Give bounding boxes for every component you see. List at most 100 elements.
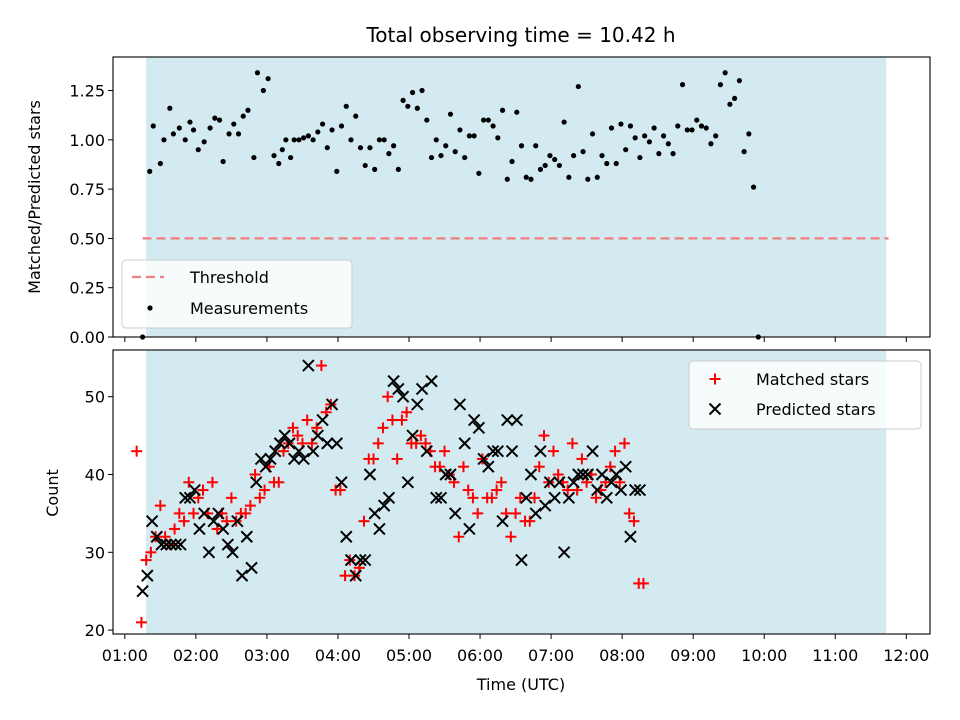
predicted-star-marker-b [505, 444, 519, 458]
predicted-star-marker-b [179, 491, 192, 505]
x-tick-label: 03:00 [244, 646, 290, 665]
predicted-star-marker [600, 491, 613, 505]
predicted-star-marker [240, 530, 254, 543]
matched-star-marker [301, 414, 313, 426]
predicted-star-marker-b [448, 507, 462, 520]
matched-star-marker [434, 461, 446, 473]
predicted-star-marker-b [486, 444, 500, 458]
measurement-point [561, 119, 567, 125]
predicted-star-marker [411, 398, 424, 411]
predicted-star-marker [226, 546, 239, 559]
predicted-star-marker [197, 507, 211, 520]
measurement-point [632, 135, 638, 141]
predicted-star-marker [439, 468, 452, 481]
measurement-point [381, 137, 387, 143]
predicted-star-marker-b [287, 452, 301, 466]
predicted-star-marker [164, 538, 178, 551]
measurement-point [391, 143, 397, 149]
measurement-point [452, 149, 458, 155]
measurement-point [170, 131, 176, 137]
predicted-star-marker [477, 452, 490, 466]
predicted-star-marker-b [586, 444, 599, 458]
matched-star-marker [420, 437, 432, 449]
predicted-star-marker-b [212, 507, 225, 520]
predicted-star-marker [231, 514, 244, 528]
measurement-point [499, 107, 506, 113]
predicted-star-marker-b [207, 514, 220, 528]
predicted-star-marker [610, 468, 623, 481]
measurement-point [594, 174, 600, 180]
predicted-star-marker [321, 437, 334, 450]
predicted-star-marker-b [619, 460, 632, 473]
predicted-star-marker [311, 429, 325, 442]
predicted-star-marker-b [581, 468, 595, 481]
measurement-point [428, 154, 435, 161]
x-tick-label: 09:00 [670, 646, 716, 665]
predicted-star-marker-b [358, 553, 372, 567]
top-axes-frame [112, 56, 931, 338]
predicted-star-marker [430, 491, 443, 505]
matched-star-marker [131, 445, 143, 457]
predicted-star-marker [387, 374, 400, 388]
matched-star-marker [173, 507, 185, 519]
predicted-star-marker-b [387, 374, 400, 388]
predicted-star-marker [624, 530, 637, 543]
predicted-star-marker-b [330, 437, 343, 450]
predicted-star-marker-b [600, 491, 613, 505]
measurement-point [476, 170, 482, 176]
bottom-y-tick-label: 20 [85, 621, 105, 640]
x-tick-label: 11:00 [812, 646, 858, 665]
measurement-point [589, 131, 596, 137]
measurement-point [329, 127, 335, 133]
predicted-star-marker [259, 460, 272, 473]
measurement-point [212, 115, 218, 121]
predicted-star-marker-b [595, 468, 609, 481]
predicted-star-marker [619, 460, 632, 473]
predicted-star-marker-b [401, 476, 415, 489]
predicted-star-marker-b [231, 514, 244, 528]
measurement-point [400, 97, 406, 103]
predicted-star-marker-b [188, 483, 201, 497]
predicted-star-marker [392, 382, 405, 396]
predicted-star-marker [491, 444, 505, 458]
matched-star-marker [552, 468, 564, 480]
measurement-point [570, 152, 577, 159]
predicted-star-marker [216, 522, 230, 536]
measurement-point [514, 109, 520, 115]
measurement-point [623, 147, 629, 153]
measurement-point [523, 174, 529, 180]
measurement-point [167, 105, 173, 111]
matched-star-marker [197, 484, 209, 496]
predicted-star-marker [534, 444, 547, 458]
predicted-star-marker-b [368, 507, 381, 520]
predicted-star-marker-b [406, 429, 419, 442]
legend-matched-label: Matched stars [756, 370, 869, 389]
matched-star-marker [386, 414, 398, 426]
predicted-star-marker-b [373, 522, 386, 536]
predicted-star-marker-b [169, 538, 182, 551]
matched-star-marker [609, 445, 621, 457]
measurement-point [471, 133, 477, 139]
predicted-star-marker-b [349, 569, 362, 582]
predicted-star-marker-b [145, 514, 159, 528]
measurement-point [291, 137, 297, 143]
predicted-star-marker-b [496, 514, 509, 528]
measurement-point [157, 160, 163, 167]
measurement-point [226, 131, 232, 137]
predicted-star-marker [202, 546, 216, 559]
matched-star-marker [533, 461, 545, 473]
predicted-star-marker [145, 514, 159, 528]
predicted-star-marker-b [221, 538, 235, 551]
measurement-point [161, 137, 167, 143]
predicted-star-marker-b [633, 483, 647, 497]
measurement-point [466, 133, 473, 139]
predicted-star-marker-b [415, 382, 429, 396]
matched-star-marker [415, 430, 427, 442]
x-tick-label: 07:00 [528, 646, 574, 665]
predicted-star-marker [179, 491, 192, 505]
predicted-star-marker-b [610, 468, 623, 481]
predicted-star-marker-b [335, 476, 348, 489]
measurement-point [231, 121, 237, 127]
predicted-star-marker [306, 444, 320, 458]
measurement-point [490, 123, 496, 129]
